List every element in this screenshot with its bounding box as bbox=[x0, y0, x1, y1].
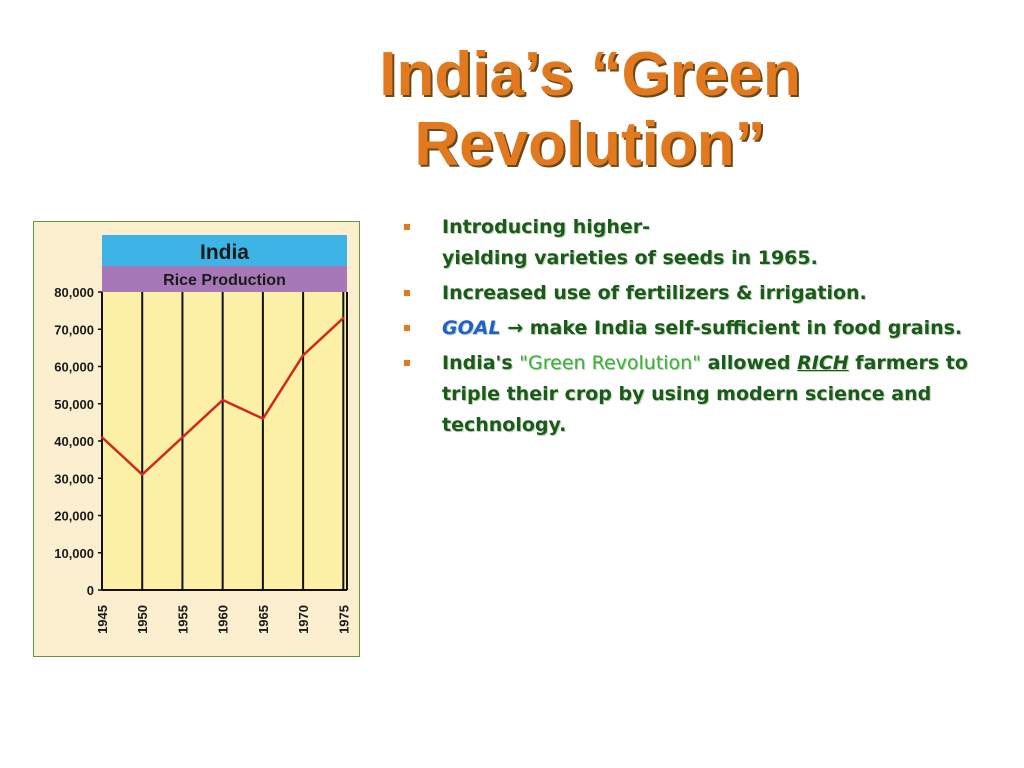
bullet-text: farmers to triple their crop by using mo… bbox=[442, 352, 968, 436]
bullet-item: Introducing higher- yielding varieties o… bbox=[402, 212, 1002, 274]
goal-label: GOAL bbox=[442, 317, 501, 339]
slide-title: India’s “Green Revolution” bbox=[330, 40, 850, 180]
bullet-text: make India self-sufficient in food grain… bbox=[523, 317, 963, 339]
green-revolution-quote: "Green Revolution" bbox=[519, 352, 701, 374]
y-tick-label: 40,000 bbox=[54, 434, 94, 449]
y-tick-label: 60,000 bbox=[54, 360, 94, 375]
bullet-marker-icon bbox=[404, 224, 410, 230]
data-point bbox=[301, 354, 305, 357]
rice-production-chart: India Rice Production 0 10,000 20,000 30,000 4… bbox=[33, 221, 360, 657]
data-point bbox=[141, 473, 144, 476]
bullet-marker-icon bbox=[404, 360, 410, 366]
rich-emphasis: RICH bbox=[797, 352, 849, 374]
bullet-marker-icon bbox=[404, 290, 410, 296]
y-tick-label: 10,000 bbox=[54, 546, 94, 561]
data-point bbox=[181, 436, 184, 439]
y-tick-label: 0 bbox=[87, 583, 94, 598]
y-tick-label: 30,000 bbox=[54, 471, 94, 486]
slide-title-line1: India’s “Green bbox=[379, 40, 801, 109]
y-tick-label: 80,000 bbox=[54, 285, 94, 300]
bullet-text: Increased use of fertilizers & irrigatio… bbox=[442, 282, 867, 304]
bullet-text: allowed bbox=[700, 352, 798, 374]
x-tick-label: 1955 bbox=[175, 605, 190, 634]
chart-title: India bbox=[200, 241, 249, 264]
x-tick-label: 1960 bbox=[216, 605, 231, 634]
slide-title-line2: Revolution” bbox=[414, 110, 766, 179]
x-tick-label: 1975 bbox=[336, 605, 351, 634]
bullet-list: Introducing higher- yielding varieties o… bbox=[402, 212, 1002, 445]
x-tick-label: 1945 bbox=[95, 605, 110, 634]
chart-subtitle: Rice Production bbox=[163, 272, 286, 289]
plot-area bbox=[102, 292, 347, 590]
chart-title-band bbox=[102, 235, 347, 266]
bullet-marker-icon bbox=[404, 325, 410, 331]
x-tick-label: 1965 bbox=[256, 605, 271, 634]
bullet-item: Increased use of fertilizers & irrigatio… bbox=[402, 278, 1002, 309]
chart-svg: India Rice Production 0 10,000 20,000 30,000 4… bbox=[54, 235, 351, 634]
y-tick-label: 70,000 bbox=[54, 322, 94, 337]
bullet-text: yielding varieties of seeds in 1965. bbox=[442, 247, 818, 269]
y-tick-label: 20,000 bbox=[54, 509, 94, 524]
bullet-item: India's "Green Revolution" allowed RICH … bbox=[402, 348, 1002, 441]
x-tick-label: 1950 bbox=[135, 605, 150, 634]
x-tick-label: 1970 bbox=[296, 605, 311, 634]
data-point bbox=[261, 417, 265, 420]
data-point bbox=[342, 316, 345, 320]
right-arrow-icon: → bbox=[507, 317, 524, 339]
bullet-text: India's bbox=[442, 352, 520, 374]
data-point bbox=[221, 398, 224, 402]
data-point bbox=[100, 436, 104, 439]
y-tick-label: 50,000 bbox=[54, 397, 94, 412]
bullet-text: Introducing higher- bbox=[442, 216, 651, 238]
chart-subtitle-band bbox=[102, 266, 347, 292]
bullet-item: GOAL → make India self-sufficient in foo… bbox=[402, 313, 1002, 344]
